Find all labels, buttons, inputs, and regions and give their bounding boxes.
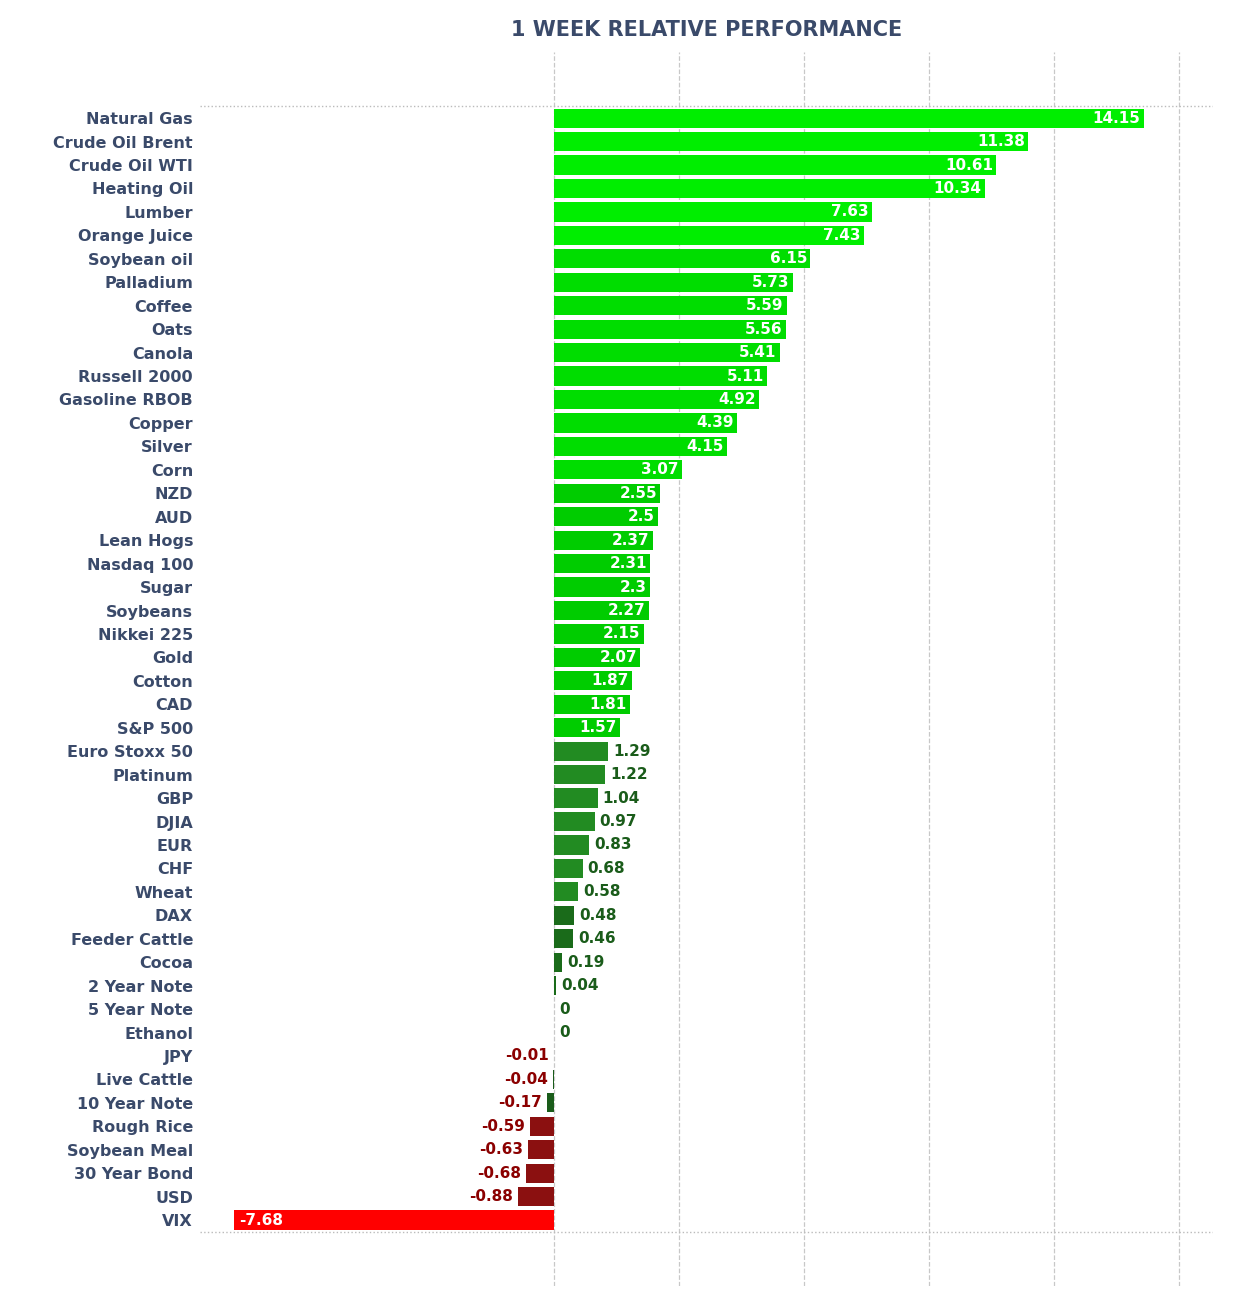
Text: 2.3: 2.3 [620,580,646,594]
Text: 5.73: 5.73 [752,274,790,290]
Text: 2.07: 2.07 [600,649,638,665]
Text: -0.68: -0.68 [476,1165,521,1181]
Text: 4.92: 4.92 [719,392,756,407]
Text: 0: 0 [559,1001,570,1017]
Bar [554,437,728,457]
Bar [554,530,652,550]
Text: 6.15: 6.15 [770,252,808,266]
Bar [554,390,759,409]
Text: 7.63: 7.63 [831,205,869,219]
Bar [554,342,780,362]
Text: -0.59: -0.59 [481,1119,525,1134]
Bar [554,273,792,291]
Bar [530,1117,554,1136]
Text: 3.07: 3.07 [641,462,679,478]
Text: 0.46: 0.46 [579,932,616,946]
Text: -0.01: -0.01 [505,1048,549,1064]
Text: 0.48: 0.48 [579,908,616,922]
Bar [554,461,682,479]
Bar [528,1140,554,1160]
Bar [554,976,556,996]
Text: 10.61: 10.61 [945,157,992,173]
Bar [554,601,649,621]
Bar [554,413,738,433]
Bar [552,1069,554,1089]
Text: 5.11: 5.11 [726,369,764,383]
Text: 1.57: 1.57 [579,720,616,735]
Bar [554,226,864,245]
Bar [554,905,574,925]
Bar [554,554,650,573]
Bar [554,953,562,972]
Text: 2.37: 2.37 [612,533,650,547]
Text: 0.04: 0.04 [561,979,599,993]
Bar [554,577,650,597]
Text: 2.15: 2.15 [602,626,640,642]
Bar [554,178,985,198]
Text: 7.43: 7.43 [822,228,860,243]
Bar [554,508,659,526]
Bar [554,155,996,174]
Bar [554,109,1144,127]
Text: 4.15: 4.15 [686,440,724,454]
Bar [518,1187,554,1206]
Bar [234,1211,554,1229]
Bar [554,812,595,830]
Text: 14.15: 14.15 [1092,110,1140,126]
Bar [554,765,605,785]
Text: -0.04: -0.04 [504,1072,548,1086]
Bar [554,718,620,737]
Text: -7.68: -7.68 [239,1212,284,1228]
Text: 0.97: 0.97 [600,813,638,829]
Text: -0.17: -0.17 [499,1096,542,1110]
Title: 1 WEEK RELATIVE PERFORMANCE: 1 WEEK RELATIVE PERFORMANCE [511,20,902,39]
Text: 0: 0 [559,1025,570,1040]
Text: 11.38: 11.38 [978,134,1025,150]
Bar [554,625,644,644]
Bar [554,484,660,502]
Bar [526,1164,554,1183]
Text: 2.31: 2.31 [610,556,648,571]
Text: 5.41: 5.41 [739,345,776,359]
Text: 0.19: 0.19 [568,955,605,970]
Bar [554,882,579,901]
Text: 1.81: 1.81 [589,697,626,712]
Bar [554,202,872,222]
Bar [548,1093,554,1113]
Bar [554,789,598,808]
Bar [554,672,632,690]
Bar [554,929,574,949]
Text: -0.63: -0.63 [479,1143,522,1157]
Text: 1.29: 1.29 [612,744,650,758]
Bar [554,133,1029,151]
Text: 1.04: 1.04 [602,791,640,806]
Bar [554,694,630,714]
Text: 2.27: 2.27 [608,604,645,618]
Bar [554,836,589,854]
Text: 0.83: 0.83 [594,837,631,853]
Bar [554,320,786,338]
Text: 1.22: 1.22 [610,768,648,782]
Text: 0.58: 0.58 [584,884,621,899]
Text: 0.68: 0.68 [588,861,625,876]
Bar [554,741,608,761]
Text: 10.34: 10.34 [934,181,981,195]
Bar [554,249,810,269]
Text: 5.59: 5.59 [746,298,784,314]
Bar [554,648,640,666]
Text: 5.56: 5.56 [745,321,782,337]
Bar [554,297,788,315]
Text: 4.39: 4.39 [696,416,734,430]
Text: 2.5: 2.5 [628,509,655,525]
Text: 2.55: 2.55 [620,485,658,501]
Text: 1.87: 1.87 [591,673,629,689]
Text: -0.88: -0.88 [469,1189,512,1204]
Bar [554,366,768,386]
Bar [554,859,582,878]
